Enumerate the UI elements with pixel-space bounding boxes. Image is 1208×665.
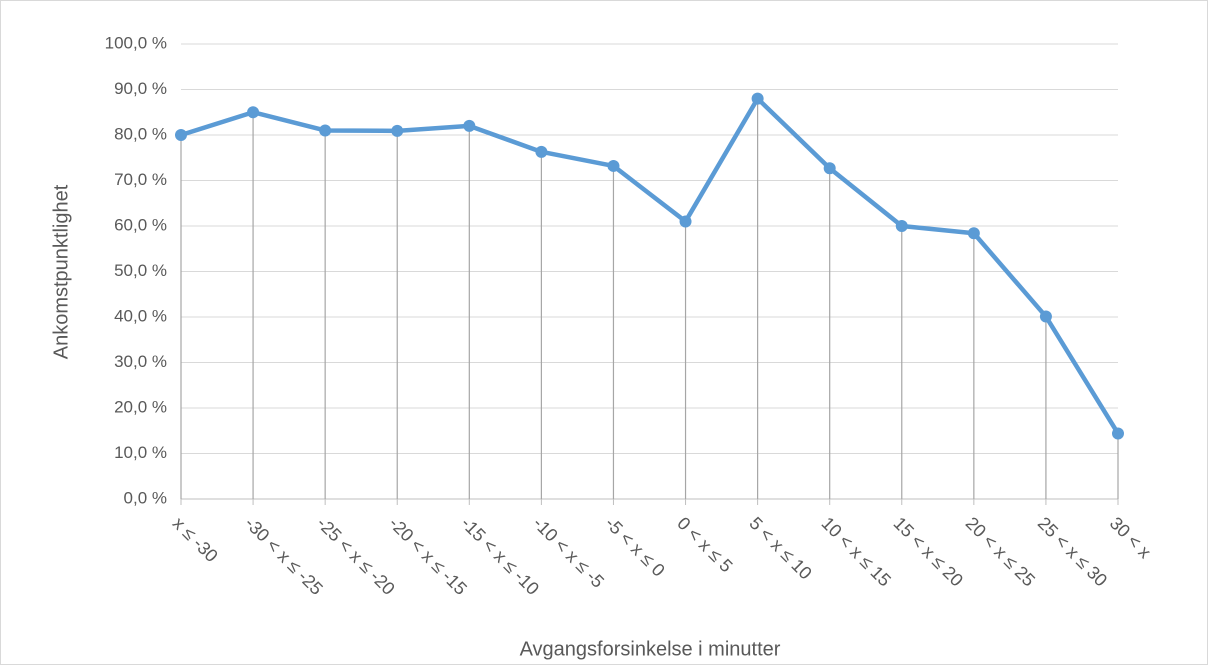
y-axis-label: Ankomstpunktlighet (50, 184, 72, 359)
data-point (1039, 310, 1052, 323)
y-tick-label: 0,0 % (124, 488, 167, 507)
data-line (180, 96, 1120, 435)
data-point (607, 159, 620, 172)
x-axis-label: Avgangsforsinkelse i minutter (520, 638, 781, 660)
data-point (679, 215, 692, 228)
y-tick-label: 30,0 % (114, 352, 167, 371)
y-tick-label: 80,0 % (114, 124, 167, 143)
y-tick-label: 70,0 % (114, 170, 167, 189)
data-point (1112, 427, 1124, 440)
data-point (535, 145, 548, 158)
data-point (463, 119, 476, 132)
data-point (247, 106, 260, 119)
y-tick-label: 50,0 % (114, 261, 167, 280)
data-point (751, 92, 764, 105)
y-tick-label: 100,0 % (105, 33, 167, 52)
data-point (823, 162, 836, 175)
y-tick-label: 20,0 % (114, 397, 167, 416)
y-tick-label: 90,0 % (114, 79, 167, 98)
data-point (895, 220, 908, 232)
y-tick-label: 60,0 % (114, 215, 167, 234)
data-point (967, 227, 980, 240)
data-point (391, 124, 404, 137)
y-tick-label: 10,0 % (114, 443, 167, 462)
data-point (175, 129, 187, 141)
data-point (319, 124, 332, 137)
y-tick-label: 40,0 % (114, 306, 167, 325)
